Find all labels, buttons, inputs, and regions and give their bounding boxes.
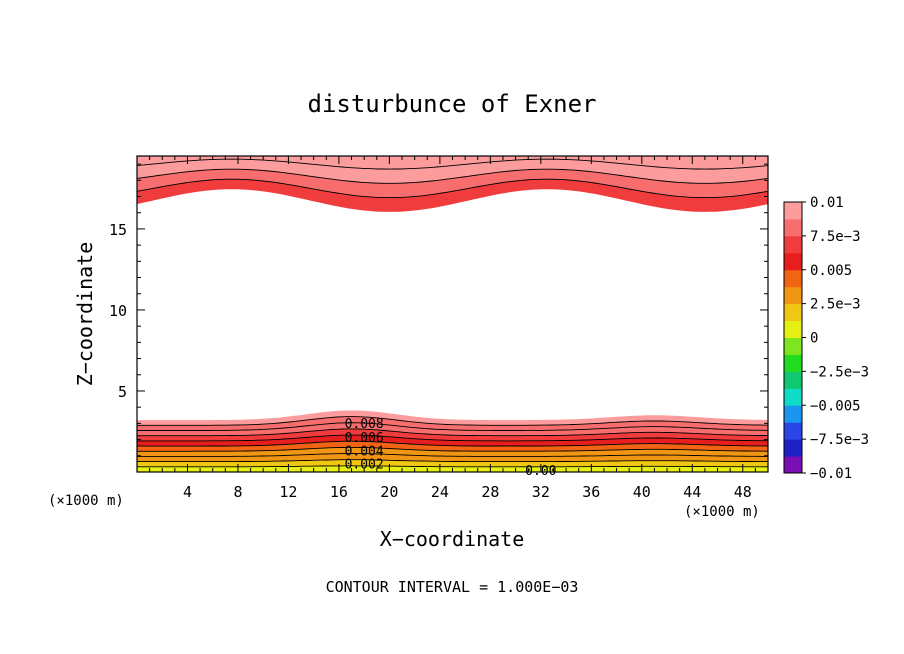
contour-line-layer [136,158,769,468]
contour-line [137,434,769,442]
contour-label: 0.006 [345,431,384,446]
x-unit-right: (×1000 m) [684,504,760,520]
colorbar-label: −7.5e−3 [810,432,869,448]
contour-line [136,178,769,199]
contour-label: 0.002 [345,458,384,473]
y-tick-label: 15 [109,221,127,239]
x-tick-label: 32 [532,483,550,501]
contour-line [137,446,768,452]
colorbar-label: −2.5e−3 [810,364,869,380]
colorbar-swatch [784,405,802,423]
colorbar-label: 0.01 [810,195,844,211]
colorbar-label: 2.5e−3 [810,297,861,313]
upper-band-fill [137,159,768,184]
colorbar-label: 0 [810,331,818,347]
x-axis-label: X−coordinate [380,527,525,551]
x-tick-label: 36 [582,483,600,501]
colorbar-swatch [784,286,802,305]
colorbar-swatch [784,439,802,457]
lower-band-fill [137,459,768,467]
colorbar-swatch [784,320,802,338]
lower-band-fill [137,410,768,426]
colorbar-swatch [784,303,802,322]
x-tick-label: 48 [734,483,752,501]
x-tick-label: 44 [683,483,701,501]
colorbar-label: 0.005 [810,263,852,279]
upper-band-fill [137,179,768,212]
contour-line [137,428,769,437]
contour-line [136,158,769,170]
x-tick-label: 24 [431,483,449,501]
colorbar-label: −0.005 [810,398,861,414]
x-tick-label: 20 [380,483,398,501]
contour-label: 0.004 [345,445,384,460]
upper-band-fill [137,169,768,198]
upper-band-fill [137,156,768,170]
colorbar-swatch [784,422,802,440]
colorbar-swatch [784,252,802,271]
colorbar-swatch [784,337,802,355]
colorbar-swatch [784,218,802,237]
lower-band-fill [137,441,768,452]
contour-label: 0.008 [345,417,384,432]
colorbar-label: 7.5e−3 [810,229,861,245]
colorbar-swatch [784,269,802,288]
x-tick-label: 40 [633,483,651,501]
x-tick-label: 16 [330,483,348,501]
x-unit-left: (×1000 m) [48,493,124,509]
colorbar-swatch [784,235,802,254]
x-tick-label: 8 [233,483,242,501]
contour-line [136,168,769,184]
y-axis-label: Z−coordinate [73,242,97,387]
colorbar-label: −0.01 [810,466,852,482]
y-tick-label: 10 [109,302,127,320]
contour-line [137,440,769,447]
chart-title: disturbunce of Exner [308,90,597,118]
colorbar-swatch [784,388,802,406]
x-tick-label: 28 [481,483,499,501]
x-tick-label: 12 [279,483,297,501]
x-tick-label: 4 [183,483,192,501]
colorbar-swatch [784,354,802,372]
colorbar-swatch [784,456,802,474]
colorbar-swatch [784,371,802,389]
y-tick-label: 5 [118,383,127,401]
colorbar-swatch [784,202,802,220]
contour-interval-note: CONTOUR INTERVAL = 1.000E−03 [326,578,579,596]
contour-line [137,459,768,463]
colorbar: −0.01 −7.5e−3 −0.005 −2.5e−3 0 2.5e−3 0.005 7.5… [783,195,869,482]
contour-line [137,422,769,431]
contour-line [137,453,768,457]
contour-line [137,416,769,426]
contour-line [137,465,768,468]
